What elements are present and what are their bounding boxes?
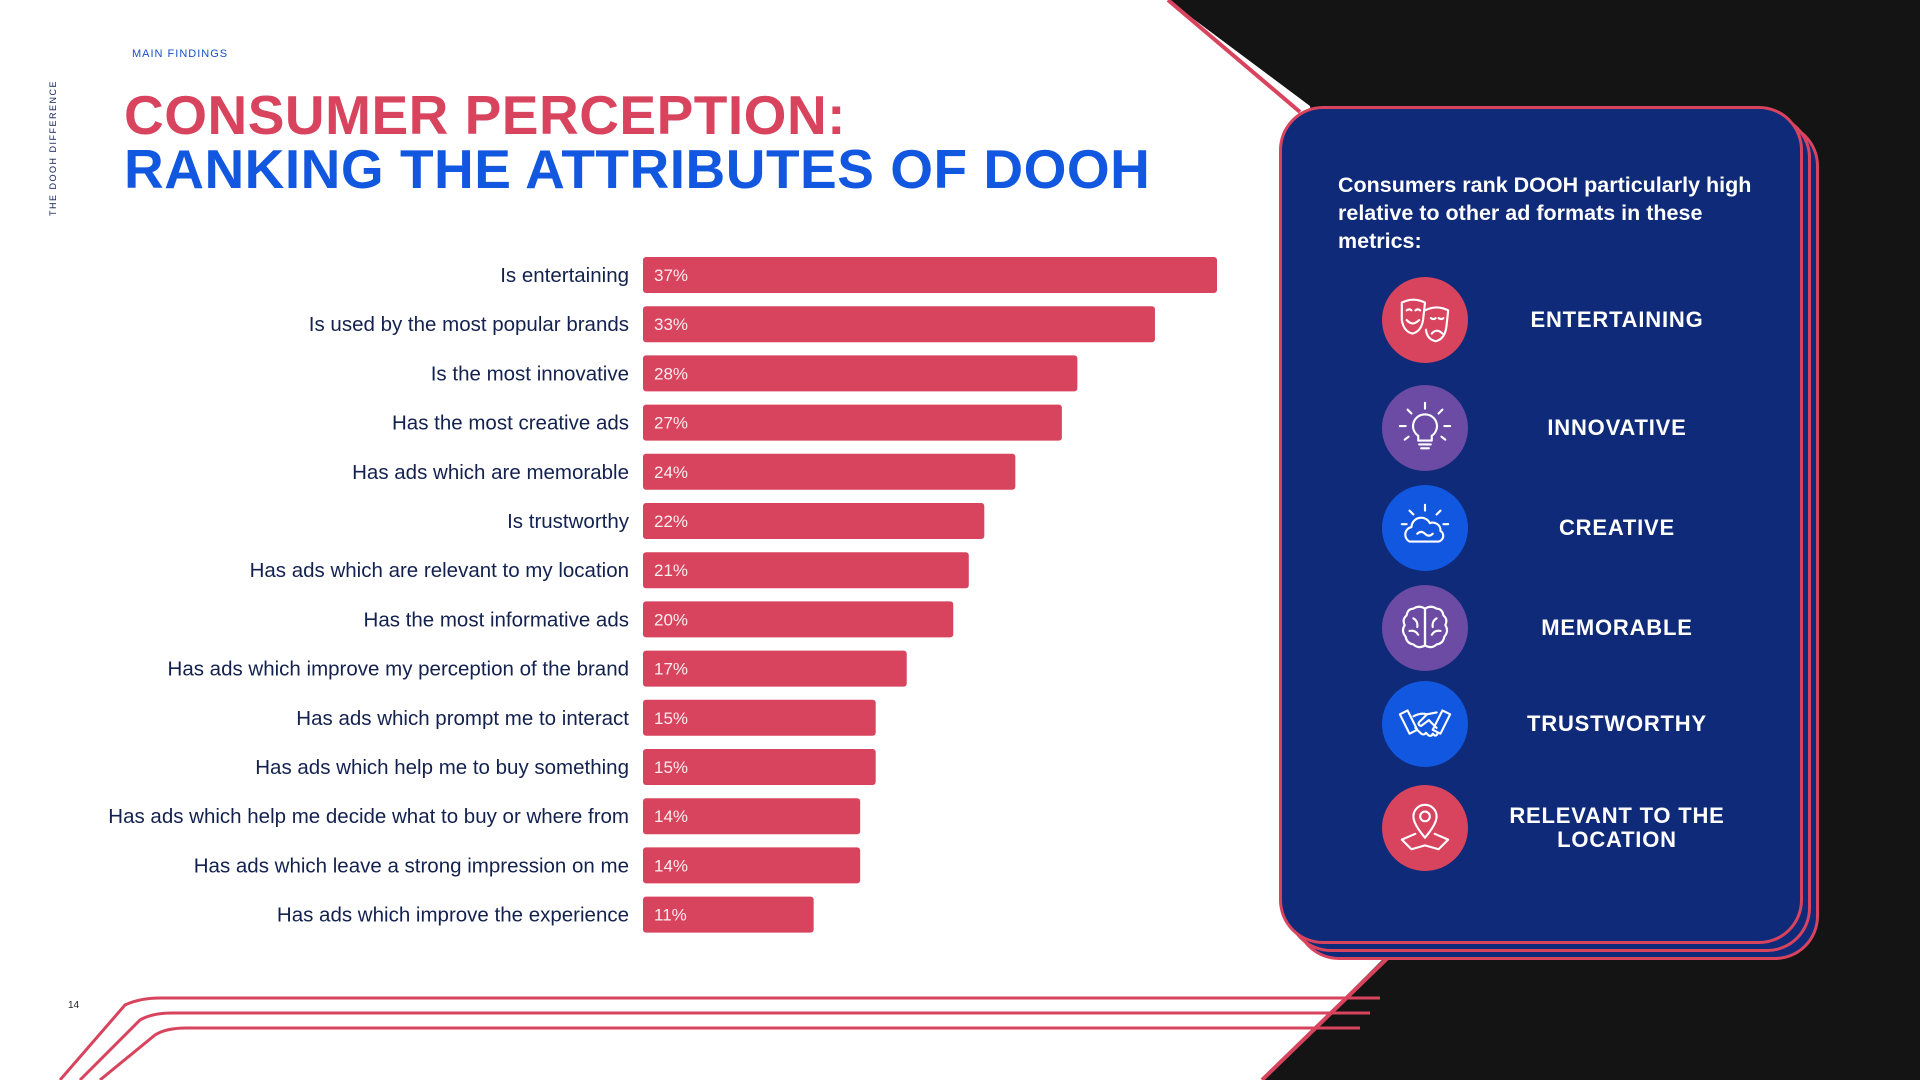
- metric-relevant-location: RELEVANT TO THE LOCATION: [1382, 785, 1762, 871]
- metric-memorable: MEMORABLE: [1382, 585, 1762, 671]
- bar-5: [643, 503, 985, 539]
- bar-10: [643, 749, 876, 785]
- section-eyebrow: MAIN FINDINGS: [132, 48, 229, 60]
- metric-circle: [1382, 277, 1468, 363]
- bar-12: [643, 847, 861, 884]
- metric-circle: [1382, 585, 1468, 671]
- metric-label: MEMORABLE: [1541, 615, 1693, 640]
- category-label-8: Has ads which improve my perception of t…: [168, 658, 629, 681]
- page-title: CONSUMER PERCEPTION: RANKING THE ATTRIBU…: [124, 84, 1151, 200]
- title-line-1: CONSUMER PERCEPTION:: [124, 84, 846, 146]
- bottom-curve-line-1: [58, 996, 1380, 1080]
- lightbulb-icon: [1398, 401, 1452, 450]
- category-label-10: Has ads which help me to buy something: [255, 756, 629, 779]
- bar-7: [643, 601, 954, 638]
- bar-8: [643, 650, 907, 687]
- bar-13: [643, 896, 814, 933]
- location-pin-icon: [1400, 803, 1450, 851]
- value-label-8: 17%: [654, 660, 688, 679]
- value-label-0: 37%: [654, 266, 688, 285]
- handshake-icon: [1398, 709, 1452, 737]
- metric-label: CREATIVE: [1558, 515, 1675, 540]
- category-label-7: Has the most informative ads: [364, 608, 629, 631]
- category-label-11: Has ads which help me decide what to buy…: [108, 805, 629, 828]
- metric-circle: [1382, 485, 1468, 571]
- metric-circle: [1382, 385, 1468, 471]
- value-label-6: 21%: [654, 561, 688, 580]
- bar-6: [643, 552, 969, 589]
- category-label-0: Is entertaining: [500, 264, 629, 287]
- metrics-panel: Consumers rank DOOH particularly high re…: [1279, 106, 1803, 944]
- metric-creative: CREATIVE: [1382, 485, 1762, 571]
- value-label-7: 20%: [654, 610, 688, 629]
- panel-intro-text: Consumers rank DOOH particularly high re…: [1338, 173, 1752, 253]
- category-label-6: Has ads which are relevant to my locatio…: [250, 559, 629, 582]
- value-label-2: 28%: [654, 364, 688, 383]
- category-label-4: Has ads which are memorable: [352, 461, 629, 484]
- value-label-4: 24%: [654, 463, 688, 482]
- category-label-9: Has ads which prompt me to interact: [296, 707, 629, 730]
- metric-entertaining: ENTERTAINING: [1382, 277, 1762, 363]
- metric-label: INNOVATIVE: [1547, 415, 1687, 440]
- title-line-2: RANKING THE ATTRIBUTES OF DOOH: [124, 138, 1151, 200]
- value-label-11: 14%: [654, 807, 688, 826]
- value-label-13: 11%: [654, 906, 687, 925]
- metric-label: ENTERTAINING: [1530, 307, 1704, 332]
- metric-circle: [1382, 785, 1468, 871]
- metric-innovative: INNOVATIVE: [1382, 385, 1762, 471]
- theater-masks-icon: [1400, 298, 1450, 343]
- brain-icon: [1401, 605, 1449, 649]
- bar-11: [643, 798, 861, 835]
- bottom-curve-line-3: [99, 1026, 1360, 1080]
- value-label-5: 22%: [654, 512, 688, 531]
- value-label-9: 15%: [654, 709, 688, 728]
- category-label-1: Is used by the most popular brands: [309, 313, 629, 336]
- category-label-5: Is trustworthy: [507, 510, 630, 533]
- metric-label: RELEVANT TO THE LOCATION: [1509, 803, 1725, 852]
- page-number: 14: [68, 1000, 80, 1011]
- value-label-12: 14%: [654, 856, 688, 875]
- value-label-3: 27%: [654, 414, 688, 433]
- value-label-10: 15%: [654, 758, 688, 777]
- bar-2: [643, 355, 1078, 392]
- bar-9: [643, 699, 876, 736]
- category-label-12: Has ads which leave a strong impression …: [194, 854, 629, 877]
- metric-circle: [1382, 681, 1468, 767]
- category-label-13: Has ads which improve the experience: [277, 904, 629, 927]
- bar-3: [643, 404, 1062, 441]
- red-diagonal-line: [1166, 0, 1302, 114]
- bottom-curve-line-2: [78, 1011, 1370, 1080]
- creative-cloud-icon: [1400, 503, 1450, 543]
- value-label-1: 33%: [654, 315, 688, 334]
- category-label-3: Has the most creative ads: [392, 412, 629, 435]
- category-label-2: Is the most innovative: [431, 362, 629, 385]
- metric-label: TRUSTWORTHY: [1527, 711, 1707, 736]
- metric-trustworthy: TRUSTWORTHY: [1382, 681, 1762, 767]
- bar-4: [643, 453, 1016, 490]
- bar-1: [643, 306, 1155, 343]
- bar-0: [643, 257, 1217, 293]
